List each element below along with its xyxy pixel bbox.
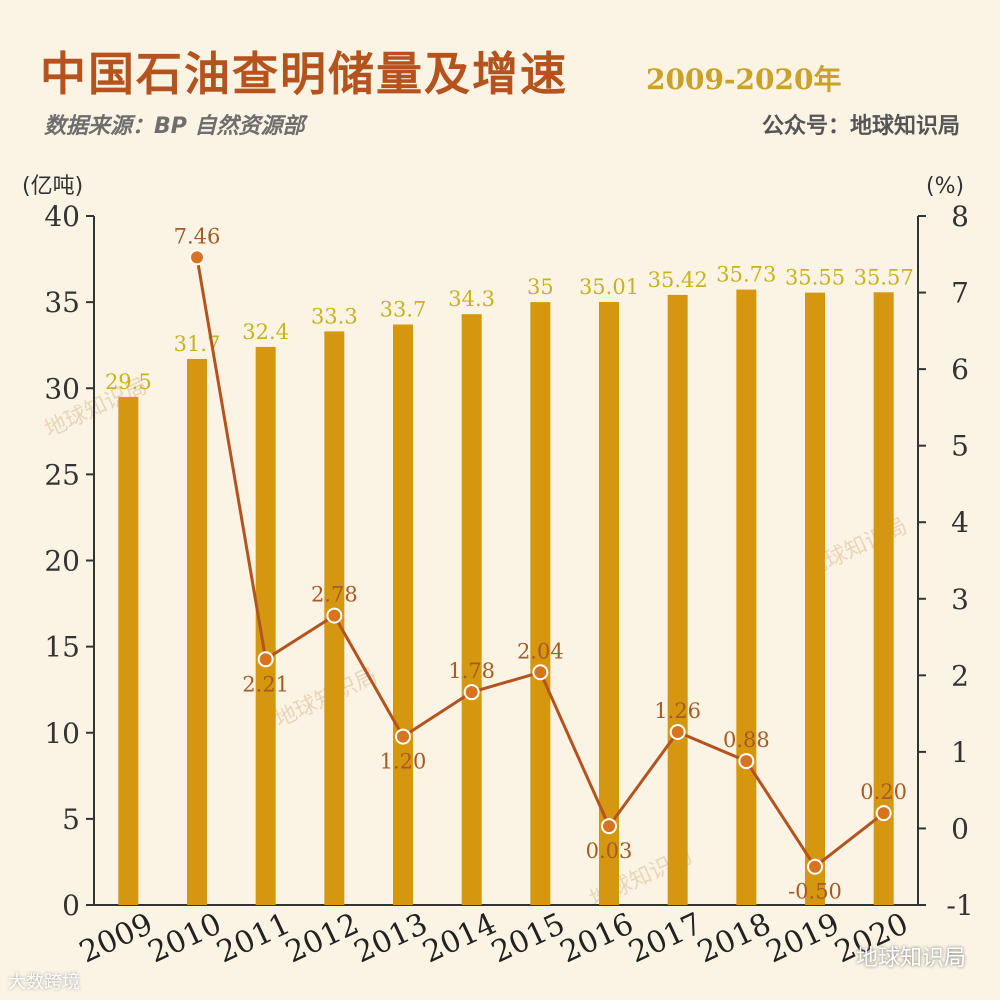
bar	[667, 294, 688, 905]
right-axis-tick-label: 2	[951, 659, 969, 692]
bar	[873, 292, 894, 905]
right-axis-label: (%)	[926, 174, 964, 199]
growth-rate-label: 0.88	[723, 728, 770, 752]
left-axis-tick-label: 40	[44, 200, 80, 233]
growth-rate-point	[807, 858, 823, 875]
right-axis-tick-label: -1	[946, 889, 973, 922]
chart-header: 中国石油查明储量及增速 2009-2020年 数据来源：BP 自然资源部 公众号…	[0, 0, 1000, 150]
left-axis-label: (亿吨)	[22, 174, 83, 199]
bar-value-label: 29.5	[105, 370, 152, 394]
bar	[461, 314, 482, 905]
growth-rate-label: 1.20	[380, 750, 427, 774]
bar	[255, 346, 276, 905]
growth-rate-point	[257, 651, 274, 668]
bar	[530, 302, 551, 905]
left-axis-tick-label: 5	[62, 803, 80, 836]
left-axis-tick-label: 0	[62, 889, 80, 922]
bar-value-label: 32.4	[242, 320, 289, 344]
footer-left-watermark: 大数跨境	[8, 972, 80, 993]
right-axis-tick-label: 5	[951, 430, 969, 463]
footer-right-watermark: 地球知识局	[855, 946, 966, 971]
bar	[393, 324, 413, 906]
chart-subtitle: 2009-2020年	[646, 63, 842, 96]
growth-rate-point	[669, 723, 686, 740]
right-axis-tick-label: 4	[951, 506, 969, 539]
growth-rate-label: 1.26	[654, 699, 701, 723]
growth-rate-label: 2.04	[517, 639, 564, 663]
bar	[736, 289, 757, 905]
bar-value-label: 33.7	[380, 298, 427, 322]
bar-value-label: 35.73	[716, 263, 776, 287]
left-axis-tick-label: 20	[44, 545, 80, 578]
right-axis-tick-label: 1	[951, 736, 969, 769]
bar	[599, 301, 619, 905]
bar	[118, 396, 139, 905]
right-axis-tick-label: 3	[951, 583, 969, 616]
right-axis-tick-label: 0	[951, 812, 969, 845]
growth-rate-point	[326, 607, 343, 624]
growth-rate-label: 0.20	[860, 780, 907, 804]
bar-value-label: 34.3	[448, 287, 495, 311]
bar-value-label: 35.42	[648, 268, 708, 292]
left-axis-tick-label: 35	[44, 286, 80, 319]
data-source: 数据来源：BP 自然资源部	[44, 114, 305, 139]
bar	[187, 358, 207, 905]
growth-rate-point	[738, 753, 755, 770]
left-axis-tick-label: 10	[44, 717, 80, 750]
chart-title: 中国石油查明储量及增速	[40, 47, 568, 101]
growth-rate-label: 0.03	[586, 839, 633, 863]
growth-rate-point	[875, 805, 892, 822]
left-axis-tick-label: 25	[44, 458, 80, 491]
bar-value-label: 35	[527, 275, 554, 299]
growth-rate-label: 1.78	[448, 659, 495, 683]
right-axis-tick-label: 7	[951, 277, 969, 310]
right-axis-tick-label: 8	[951, 200, 969, 233]
growth-rate-point	[395, 728, 411, 745]
growth-rate-label: 7.46	[174, 224, 221, 248]
growth-rate-point	[601, 818, 617, 835]
growth-rate-label: 2.78	[311, 583, 358, 607]
bar-value-label: 35.57	[854, 265, 914, 289]
right-axis-tick-label: 6	[951, 353, 969, 386]
growth-rate-label: 2.21	[242, 672, 289, 696]
bar-value-label: 35.55	[785, 266, 845, 290]
left-axis-tick-label: 15	[44, 631, 80, 664]
bar-value-label: 35.01	[579, 275, 639, 299]
account-label: 公众号：地球知识局	[761, 114, 960, 139]
growth-rate-point	[532, 664, 549, 681]
bar-value-label: 33.3	[311, 304, 358, 328]
growth-rate-point	[189, 249, 205, 266]
growth-rate-point	[463, 684, 480, 701]
growth-rate-label: -0.50	[788, 880, 842, 904]
left-axis-tick-label: 30	[44, 372, 80, 405]
bar	[805, 292, 825, 905]
